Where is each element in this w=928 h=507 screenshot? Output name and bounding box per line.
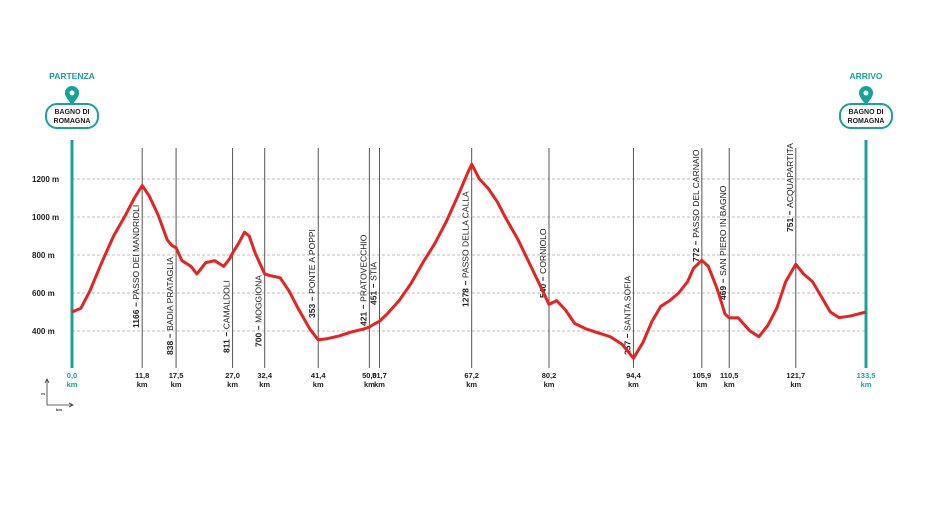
x-tick-label: 121,7 [786,371,805,380]
waypoint-name: PONTE A POPPI [307,229,317,294]
start-label: PARTENZA [49,71,95,81]
waypoint-elevation: 838 [165,341,175,355]
y-tick-label: 400 m [32,327,55,336]
x-tick-label: 51,7 [372,371,387,380]
waypoint-name: ACQUAPARTITA [785,143,795,208]
y-tick-label: 1200 m [32,175,59,184]
waypoint-name: PRATOVECCHIO [358,234,368,302]
axes-icon [46,380,72,406]
elevation-profile [71,162,867,360]
y-tick-label: 800 m [32,251,55,260]
x-tick-label: 133,5 [857,371,876,380]
waypoint-elevation: 811 [222,339,232,353]
x-unit-label: km [544,380,555,389]
x-unit-label: km [790,380,801,389]
x-tick-label: 94,4 [626,371,641,380]
waypoint-name: CAMALDOLI [222,280,232,329]
waypoint-elevation: 1166 [131,309,141,328]
y-unit-label: m [41,391,45,396]
y-tick-label: 600 m [32,289,55,298]
waypoint-elevation: 469 [718,286,728,300]
place-name: ROMAGNA [848,118,885,125]
pin-icon [65,86,79,105]
x-unit-label: km [227,380,238,389]
waypoint-name: MOGGIONA [254,275,264,323]
waypoint-label: 1278 PASSO DELLA CALLA [461,191,471,307]
x-unit-label: km [696,380,707,389]
axes-arrow [44,378,74,408]
pin-icon [859,86,873,105]
x-tick-label: 50,0 [362,371,377,380]
x-unit-label: km [374,380,385,389]
x-tick-label: 17,5 [169,371,184,380]
waypoint-label: 469 SAN PIERO IN BAGNO [718,185,728,300]
x-unit-label: km [466,380,477,389]
x-tick-label: 41,4 [311,371,326,380]
pin-dot [863,90,869,96]
waypoint-label: 257 SANTA SOFIA [622,275,632,355]
place-box [45,103,99,129]
place-name: ROMAGNA [54,118,91,125]
x-tick-label: 32,4 [257,371,272,380]
waypoint-name: SANTA SOFIA [622,275,632,330]
waypoint-label: 451 STIA [368,262,378,305]
place-name: BAGNO DI [55,109,90,116]
waypoint-elevation: 700 [254,333,264,347]
x-tick-label: 11,8 [135,371,149,380]
waypoint-elevation: 257 [622,341,632,355]
waypoint-label: 751 ACQUAPARTITA [785,143,795,232]
pin-dot [69,90,75,96]
x-unit-label: km [724,380,735,389]
x-unit-label: km [861,380,872,389]
waypoint-name: CORNIOLO [538,228,548,274]
x-tick-label: 0,0 [67,371,77,380]
waypoint-label: 421 PRATOVECCHIO [358,234,368,326]
x-unit-label: km [259,380,270,389]
waypoint-name: PASSO DEI MANDRIOLI [131,205,141,300]
waypoint-elevation: 451 [368,291,378,305]
waypoint-label: 1166 PASSO DEI MANDRIOLI [131,205,141,328]
x-unit-label: km [67,380,78,389]
x-unit-label: km [171,380,182,389]
waypoint-name: SAN PIERO IN BAGNO [718,185,728,276]
place-box [839,103,893,129]
end-label: ARRIVO [849,71,882,81]
waypoint-elevation: 751 [785,218,795,232]
place-name: BAGNO DI [849,109,884,116]
x-unit-label: km [364,380,375,389]
x-unit-label: km [628,380,639,389]
waypoint-name: STIA [368,262,378,281]
x-tick-label: 67,2 [464,371,479,380]
waypoint-name: PASSO DELLA CALLA [461,191,471,278]
waypoint-label: 811 CAMALDOLI [222,280,232,353]
x-unit-label: km [313,380,324,389]
waypoint-elevation: 421 [358,312,368,326]
waypoint-label: 700 MOGGIONA [254,275,264,347]
y-tick-label: 1000 m [32,213,59,222]
waypoint-label: 353 PONTE A POPPI [307,229,317,318]
waypoint-elevation: 772 [691,248,701,262]
waypoint-name: BADIA PRATAGLIA [165,257,175,331]
x-tick-label: 105,9 [692,371,711,380]
waypoint-label: 772 PASSO DEL CARNAIO [691,149,701,262]
x-tick-label: 80,2 [542,371,557,380]
waypoint-elevation: 353 [307,304,317,318]
x-tick-label: 27,0 [225,371,240,380]
x-tick-label: 110,5 [720,371,738,380]
x-unit-label: km [56,407,62,412]
waypoint-name: PASSO DEL CARNAIO [691,149,701,238]
waypoint-elevation: 1278 [461,288,471,307]
x-unit-label: km [137,380,148,389]
waypoint-label: 838 BADIA PRATAGLIA [165,257,175,355]
